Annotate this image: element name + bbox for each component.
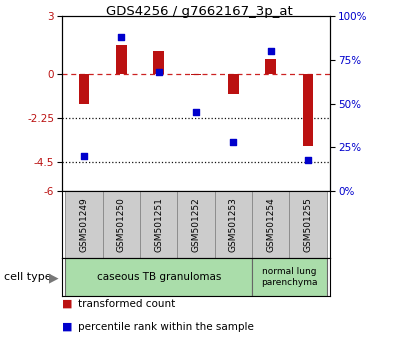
Text: ■: ■: [62, 299, 72, 309]
Bar: [65, 191, 103, 258]
Text: GDS4256 / g7662167_3p_at: GDS4256 / g7662167_3p_at: [105, 5, 293, 18]
Bar: [252, 258, 327, 296]
Bar: [154, 51, 164, 74]
Text: GSM501252: GSM501252: [191, 198, 201, 252]
Bar: [178, 191, 215, 258]
Point: [267, 48, 274, 54]
Point: [193, 109, 199, 115]
Bar: [116, 45, 127, 74]
Bar: [65, 258, 252, 296]
Bar: [191, 74, 201, 75]
Text: GSM501250: GSM501250: [117, 197, 126, 252]
Bar: [215, 191, 252, 258]
Bar: [303, 74, 313, 147]
Point: [230, 139, 236, 145]
Text: cell type: cell type: [4, 272, 52, 282]
Text: ■: ■: [62, 322, 72, 332]
Bar: [228, 74, 238, 94]
Point: [118, 34, 125, 40]
Bar: [79, 74, 89, 103]
Bar: [265, 59, 276, 74]
Text: caseous TB granulomas: caseous TB granulomas: [96, 272, 221, 282]
Point: [156, 69, 162, 75]
Bar: [289, 191, 327, 258]
Bar: [103, 191, 140, 258]
Text: GSM501253: GSM501253: [229, 197, 238, 252]
Bar: [140, 191, 178, 258]
Text: transformed count: transformed count: [78, 299, 175, 309]
Point: [81, 153, 87, 159]
Text: ▶: ▶: [49, 272, 58, 285]
Text: GSM501251: GSM501251: [154, 197, 163, 252]
Text: percentile rank within the sample: percentile rank within the sample: [78, 322, 254, 332]
Text: GSM501254: GSM501254: [266, 198, 275, 252]
Text: GSM501255: GSM501255: [303, 197, 312, 252]
Bar: [252, 191, 289, 258]
Point: [305, 157, 311, 162]
Text: GSM501249: GSM501249: [80, 198, 89, 252]
Text: normal lung
parenchyma: normal lung parenchyma: [261, 267, 318, 287]
